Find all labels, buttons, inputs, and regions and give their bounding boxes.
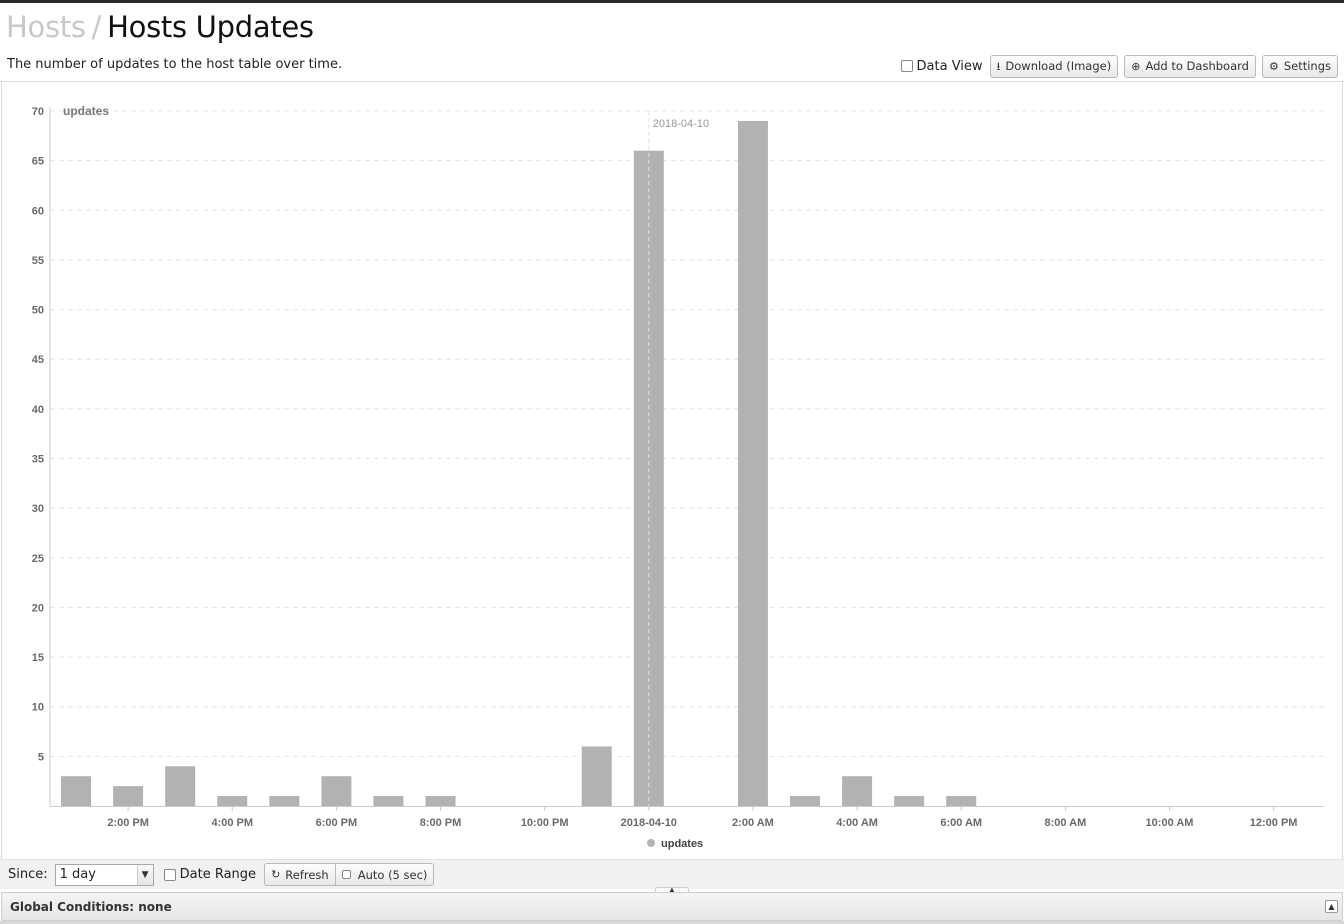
header-divider xyxy=(0,81,1344,82)
x-tick-label: 4:00 PM xyxy=(211,817,253,829)
bar xyxy=(425,796,456,806)
refresh-button[interactable]: ↻ Refresh xyxy=(264,863,336,886)
y-tick-label: 15 xyxy=(32,652,44,664)
auto-refresh-checkbox[interactable] xyxy=(341,870,351,879)
bar xyxy=(581,746,612,806)
since-value: 1 day xyxy=(59,867,96,882)
bar xyxy=(737,120,768,806)
settings-button[interactable]: ⚙ Settings xyxy=(1261,54,1338,78)
global-conditions-label: Global Conditions: none xyxy=(10,899,172,914)
y-tick-label: 25 xyxy=(32,553,44,565)
bar xyxy=(217,796,248,806)
global-conditions-bar[interactable]: Global Conditions: none ▲ xyxy=(1,892,1343,921)
bottom-border xyxy=(0,921,1344,924)
add-to-dashboard-button[interactable]: ⊕ Add to Dashboard xyxy=(1124,54,1256,78)
breadcrumb-separator: / xyxy=(91,10,102,44)
refresh-label: Refresh xyxy=(285,867,329,882)
time-controls: Since: 1 day ▼ Date Range ↻ Refresh Auto… xyxy=(0,859,1344,889)
data-view-checkbox[interactable] xyxy=(900,60,913,72)
x-tick-label: 8:00 PM xyxy=(420,817,462,829)
since-label: Since: xyxy=(8,867,48,882)
y-tick-label: 40 xyxy=(32,404,44,416)
bar xyxy=(321,776,352,806)
date-range-checkbox[interactable] xyxy=(163,868,176,881)
y-tick-label: 5 xyxy=(38,751,44,763)
y-tick-label: 50 xyxy=(32,305,44,317)
bar xyxy=(373,796,404,806)
y-axis-title: updates xyxy=(63,104,109,118)
bar xyxy=(269,796,300,806)
x-tick-label: 4:00 AM xyxy=(836,817,878,829)
date-range-toggle[interactable]: Date Range xyxy=(163,867,257,882)
date-range-label: Date Range xyxy=(179,867,257,882)
bar xyxy=(894,796,925,806)
updates-bar-chart: 5 10 15 20 25 30 35 40 45 50 55 60 65 70 updates 2018-0… xyxy=(32,104,1324,850)
y-tick-label: 65 xyxy=(32,156,44,168)
x-tick-label: 12:00 PM xyxy=(1250,817,1298,829)
since-select[interactable]: 1 day ▼ xyxy=(54,863,154,886)
date-marker-label: 2018-04-10 xyxy=(653,118,709,130)
data-view-label: Data View xyxy=(916,58,983,74)
download-icon: ⭳ xyxy=(996,59,1001,73)
top-border xyxy=(0,0,1344,3)
x-tick-label: 2018-04-10 xyxy=(621,817,677,829)
bar xyxy=(842,776,873,806)
refresh-icon: ↻ xyxy=(271,868,281,881)
add-to-dashboard-label: Add to Dashboard xyxy=(1145,59,1249,73)
plus-circle-icon: ⊕ xyxy=(1131,59,1141,73)
chevron-down-icon[interactable]: ▼ xyxy=(136,864,153,885)
legend-swatch xyxy=(647,839,655,847)
page-title: Hosts Updates xyxy=(107,10,314,44)
bar xyxy=(113,786,144,806)
bar xyxy=(790,796,821,806)
legend-label: updates xyxy=(661,838,703,850)
x-tick-label: 2:00 PM xyxy=(107,817,149,829)
x-tick-label: 10:00 PM xyxy=(521,817,569,829)
expand-up-icon[interactable]: ▲ xyxy=(1325,900,1338,913)
gear-icon: ⚙ xyxy=(1268,59,1279,73)
y-tick-label: 45 xyxy=(32,354,44,366)
y-tick-label: 60 xyxy=(32,205,44,217)
page-description: The number of updates to the host table … xyxy=(7,57,343,72)
auto-refresh-button[interactable]: Auto (5 sec) xyxy=(335,863,435,886)
x-tick-label: 6:00 PM xyxy=(316,817,358,829)
data-view-toggle[interactable]: Data View xyxy=(900,58,983,74)
x-tick-label: 2:00 AM xyxy=(732,817,774,829)
chart-panel: 5 10 15 20 25 30 35 40 45 50 55 60 65 70 updates 2018-0… xyxy=(1,82,1343,859)
y-tick-label: 70 xyxy=(32,106,44,118)
bar xyxy=(61,776,92,806)
collapse-handle-icon[interactable]: ▲ xyxy=(655,887,689,894)
x-tick-label: 6:00 AM xyxy=(940,817,982,829)
x-tick-label: 10:00 AM xyxy=(1146,817,1194,829)
y-tick-label: 55 xyxy=(32,255,44,267)
download-image-label: Download (Image) xyxy=(1005,59,1112,73)
x-tick-label: 8:00 AM xyxy=(1044,817,1086,829)
bar xyxy=(946,796,977,806)
bar-series-updates xyxy=(61,120,977,806)
y-tick-label: 20 xyxy=(32,602,44,614)
y-tick-label: 35 xyxy=(32,454,44,466)
chart-toolbar: Data View ⭳ Download (Image) ⊕ Add to Da… xyxy=(900,54,1338,78)
refresh-button-group: ↻ Refresh Auto (5 sec) xyxy=(264,863,435,886)
bar xyxy=(165,766,196,806)
breadcrumb-hosts[interactable]: Hosts xyxy=(6,10,86,44)
download-image-button[interactable]: ⭳ Download (Image) xyxy=(989,54,1119,78)
settings-label: Settings xyxy=(1283,59,1331,73)
y-tick-label: 10 xyxy=(32,702,44,714)
auto-refresh-label: Auto (5 sec) xyxy=(357,867,428,882)
page-header: Hosts / Hosts Updates xyxy=(6,8,314,48)
y-tick-label: 30 xyxy=(32,503,44,515)
